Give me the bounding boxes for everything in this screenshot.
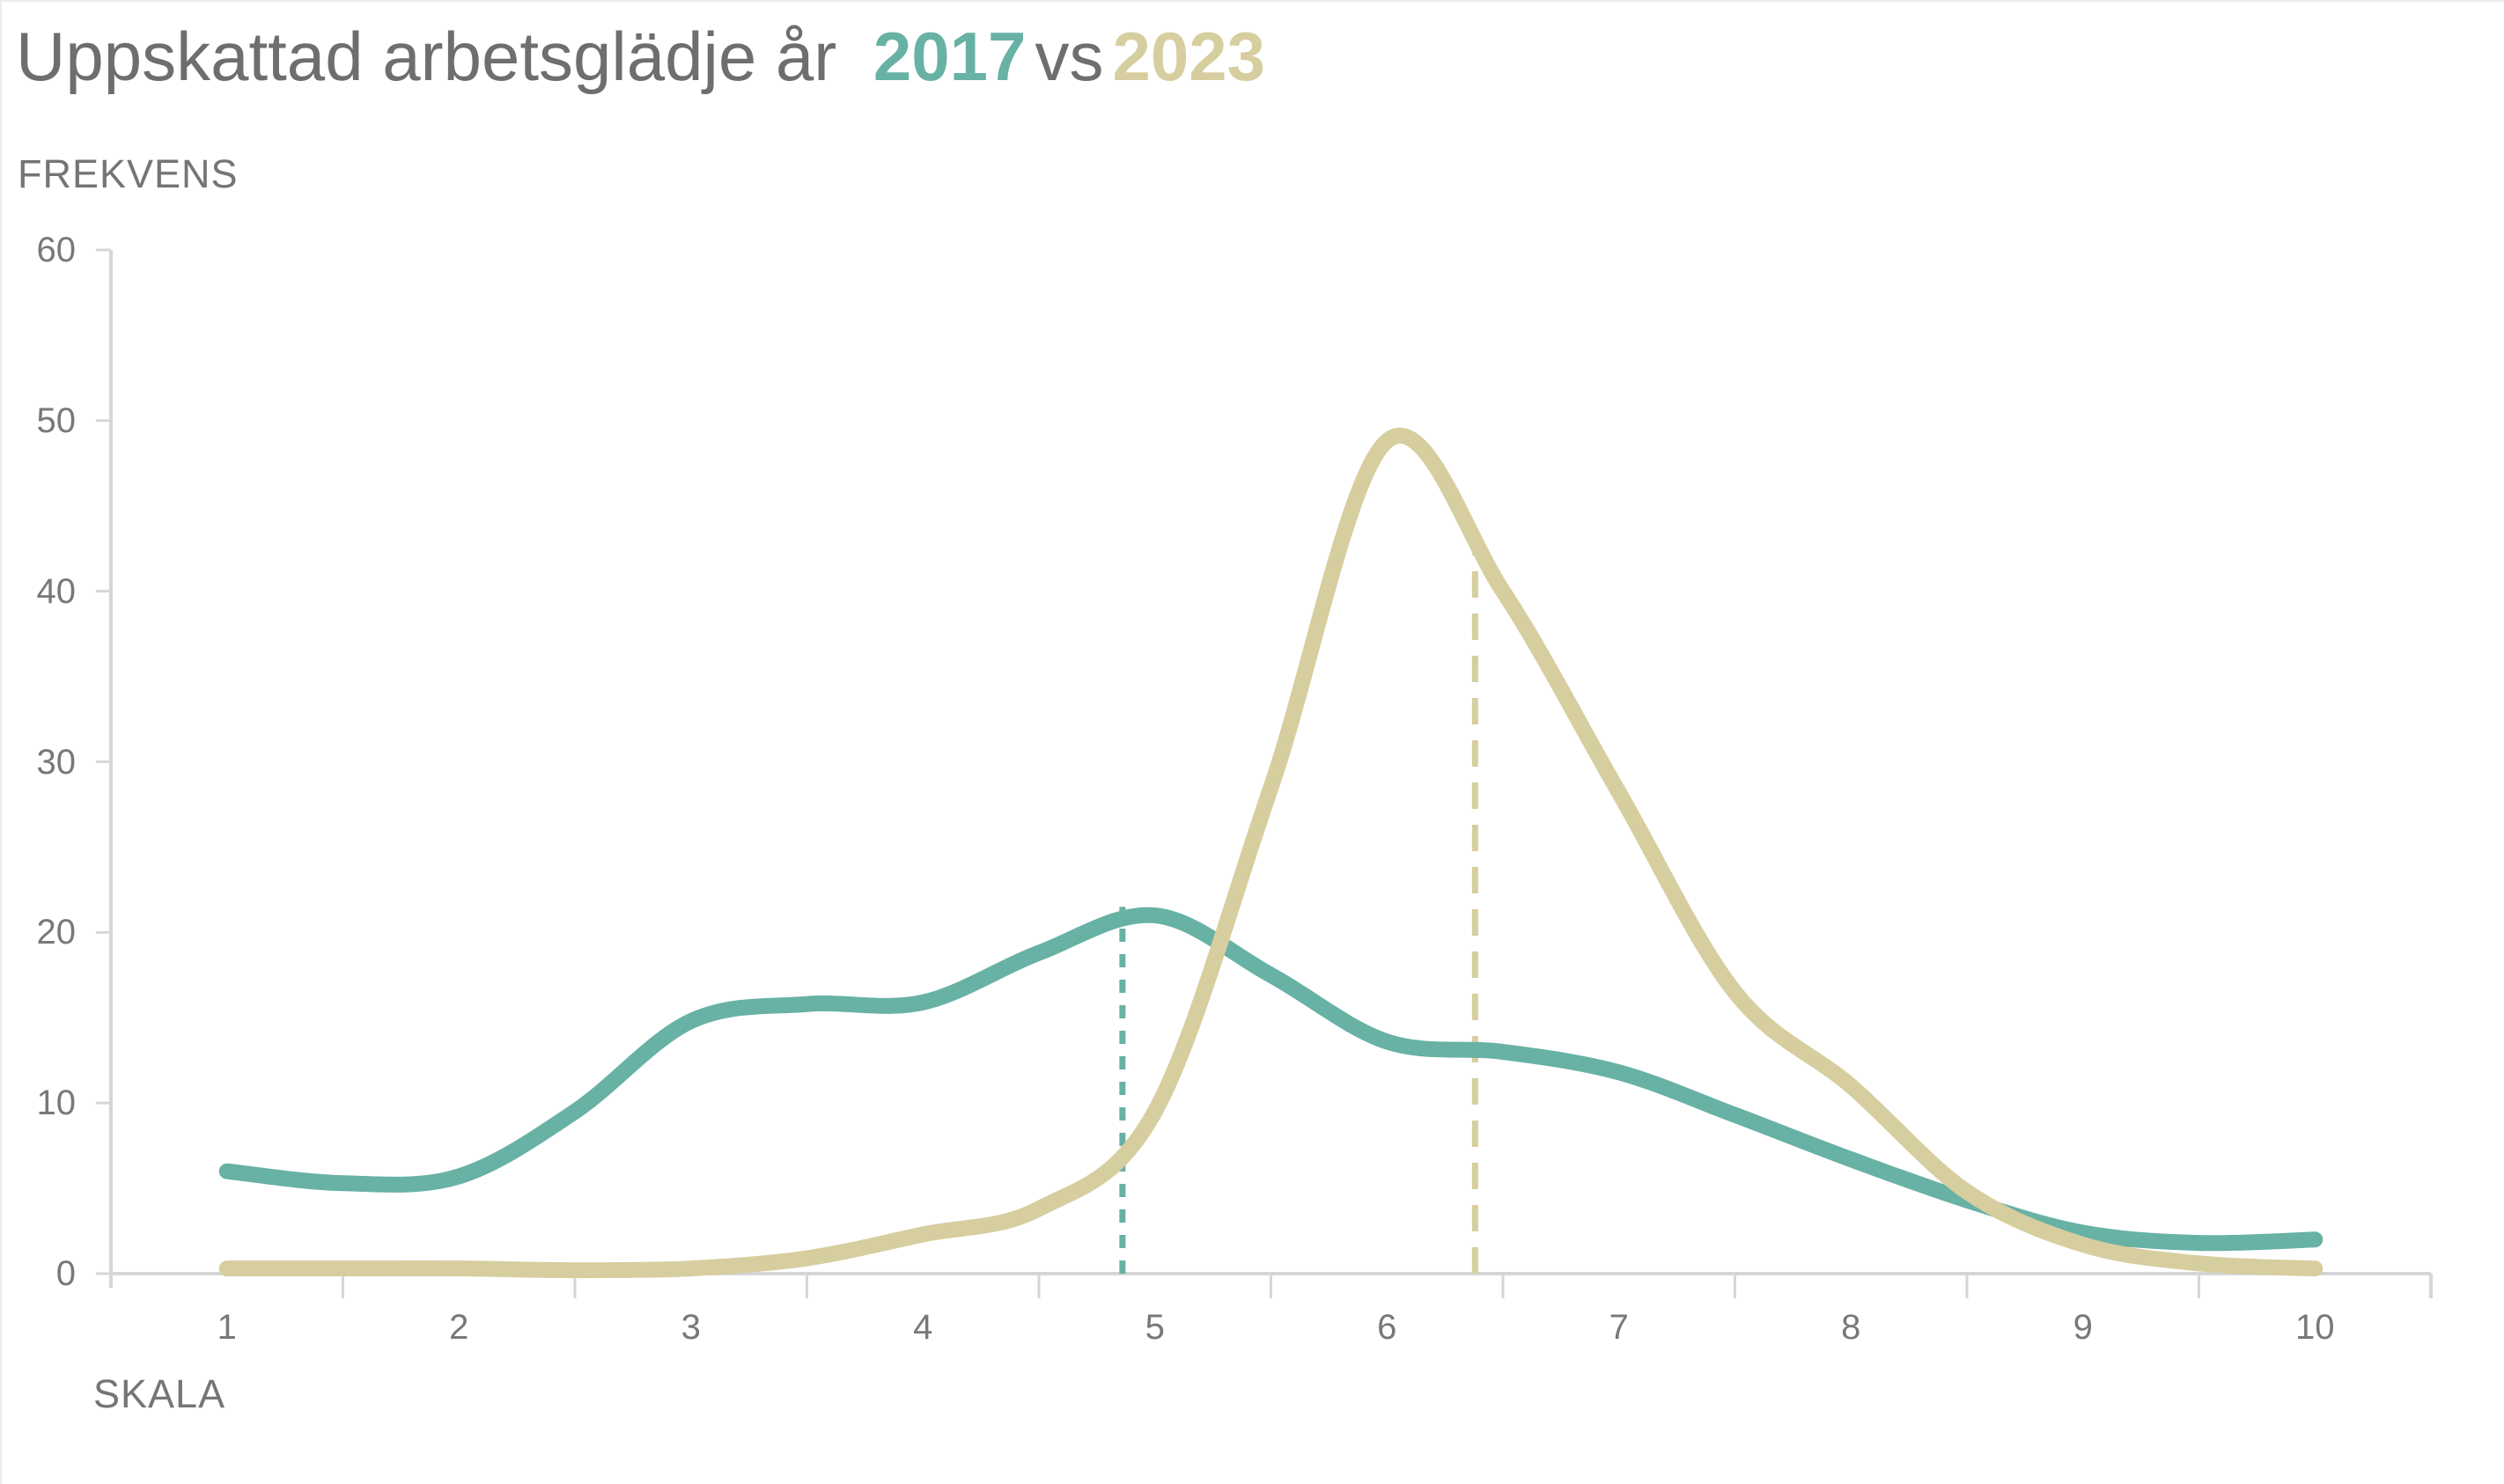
x-tick-label: 8 <box>1841 1308 1861 1347</box>
y-tick-label: 10 <box>36 1084 77 1123</box>
title-vs: vs <box>1035 18 1104 95</box>
y-tick-label: 20 <box>36 913 77 952</box>
series-curve-2023 <box>218 428 2324 1279</box>
title-text: Uppskattad arbetsglädje år <box>16 18 837 95</box>
x-tick-label: 5 <box>1145 1308 1165 1347</box>
y-axis-title: FREKVENS <box>18 151 239 196</box>
x-axis-title: SKALA <box>93 1371 226 1416</box>
x-tick-label: 6 <box>1377 1308 1397 1347</box>
x-tick-label: 9 <box>2073 1308 2093 1347</box>
x-tick-label: 1 <box>217 1308 237 1347</box>
x-tick-label: 4 <box>913 1308 933 1347</box>
x-tick-label: 2 <box>449 1308 469 1347</box>
x-tick-label: 10 <box>2295 1308 2335 1347</box>
title-year-2017: 2017 <box>873 18 1027 95</box>
y-tick-label: 0 <box>55 1254 76 1293</box>
y-tick-label: 60 <box>36 231 77 269</box>
y-tick-label: 40 <box>36 571 77 611</box>
chart-title: Uppskattad arbetsglädje år 2017 vs 2023 <box>16 16 1265 97</box>
series-curve-2017 <box>218 907 2324 1252</box>
x-tick-label: 3 <box>681 1308 701 1347</box>
x-tick-label: 7 <box>1609 1308 1629 1347</box>
title-year-2023: 2023 <box>1112 18 1265 95</box>
y-tick-label: 50 <box>36 400 77 440</box>
y-tick-label: 30 <box>36 742 77 782</box>
